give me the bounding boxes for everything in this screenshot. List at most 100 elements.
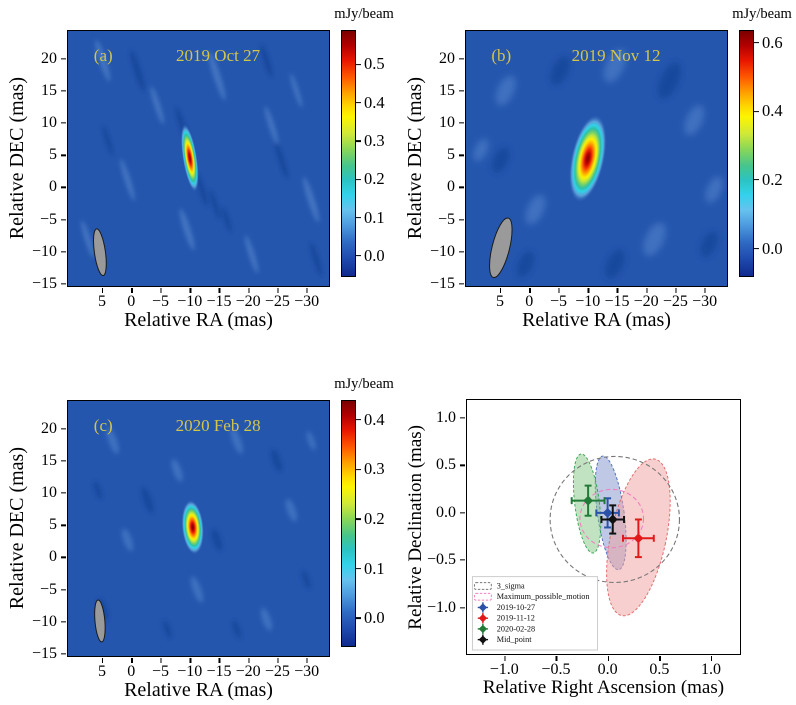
map-plot-area: (a) 2019 Oct 27 <box>67 30 330 287</box>
x-tick-label: −30 <box>294 288 319 310</box>
data-point-diamond <box>607 514 618 525</box>
y-tick-label: 15 <box>41 82 57 100</box>
x-axis-ticks: 5 0 −5 −10 −15 −20 −25 −30 <box>67 288 330 310</box>
map-plot-area: (b) 2019 Nov 12 <box>465 30 728 287</box>
beam-ellipse <box>93 228 107 277</box>
legend-marker-diamond <box>478 624 488 634</box>
colorbar <box>341 400 356 647</box>
colorbar-tick-label: 0.4 <box>364 92 385 112</box>
radio-map <box>466 31 727 286</box>
colorbar-tick-label: 0.1 <box>364 207 385 227</box>
beam-ellipse <box>489 217 513 279</box>
x-tick-label: −15 <box>604 288 629 310</box>
y-tick-label: 5 <box>447 146 455 164</box>
colorbar-tick-label: 0.2 <box>762 169 783 189</box>
panel-c-map: Relative DEC (mas) 20 15 10 5 0 −5 −10 −15 <box>0 370 398 705</box>
x-tick-label: −25 <box>265 658 290 680</box>
panel-letter: (b) <box>491 46 512 66</box>
y-tick-label: 15 <box>41 452 57 470</box>
colorbar-tick-label: 0.3 <box>364 130 385 150</box>
colorbar-unit-label: mJy/beam <box>732 6 792 22</box>
y-tick-label: 20 <box>439 49 455 67</box>
x-tick-label: 0.0 <box>598 656 618 678</box>
scatter-plot-area: 3_sigma Maximum_possible_motion 2019-10-27… <box>466 399 741 655</box>
legend-box <box>471 576 599 651</box>
noise-texture <box>473 49 723 279</box>
x-tick-label: −30 <box>294 658 319 680</box>
x-tick-label: −5 <box>152 658 169 680</box>
y-tick-label: 20 <box>41 49 57 67</box>
y-tick-label: −10 <box>31 242 57 260</box>
legend-item-label: 2020-02-28 <box>497 624 535 633</box>
y-tick-label: −10 <box>31 612 57 630</box>
y-tick-label: 0.0 <box>436 503 456 521</box>
x-axis-label: Relative RA (mas) <box>124 309 273 331</box>
x-tick-label: −30 <box>692 288 717 310</box>
y-axis-ticks: 20 15 10 5 0 −5 −10 −15 <box>0 30 67 291</box>
x-tick-label: −10 <box>575 288 600 310</box>
x-tick-label: −1.0 <box>490 656 519 678</box>
y-axis-ticks: 1.0 0.5 0.0 −0.5 −1.0 <box>398 399 466 655</box>
three-sigma-ellipse <box>549 455 680 584</box>
x-tick-label: 0 <box>525 288 533 310</box>
errorbar-point-Mid_point <box>600 504 626 535</box>
x-tick-label: −5 <box>550 288 567 310</box>
colorbar-tick-label: 0.0 <box>762 238 783 258</box>
y-tick-label: 0 <box>49 548 57 566</box>
x-tick-label: −20 <box>634 288 659 310</box>
x-tick-label: −20 <box>236 658 261 680</box>
colorbar-tick-label: 0.6 <box>762 32 783 52</box>
x-tick-label: −25 <box>663 288 688 310</box>
source-ellipse <box>180 123 199 192</box>
colorbar-tick-label: 0.0 <box>364 607 385 627</box>
colorbar-tick-label: 0.4 <box>364 409 385 429</box>
x-tick-label: −15 <box>206 288 231 310</box>
y-tick-label: 20 <box>41 419 57 437</box>
colorbar-tick-label: 0.0 <box>364 245 385 265</box>
panel-letter: (a) <box>93 46 113 66</box>
y-tick-label: −1.0 <box>426 598 456 616</box>
x-tick-label: −15 <box>206 658 231 680</box>
colorbar-tick-label: 0.1 <box>364 558 385 578</box>
radio-map <box>68 401 329 656</box>
legend-item-label: Mid_point <box>497 635 532 644</box>
y-axis-ticks: 20 15 10 5 0 −5 −10 −15 <box>398 30 465 291</box>
x-tick-label: 1.0 <box>701 656 721 678</box>
y-tick-label: −5 <box>39 580 57 598</box>
y-tick-label: 1.0 <box>436 408 456 426</box>
x-axis-ticks: −1.0 −0.5 0.0 0.5 1.0 <box>466 656 741 678</box>
x-tick-label: −20 <box>236 288 261 310</box>
x-tick-label: 5 <box>98 288 106 310</box>
legend-item-label: Maximum_possible_motion <box>497 592 590 601</box>
y-tick-label: 0 <box>49 178 57 196</box>
colorbar-ticks: 0.5 0.4 0.3 0.2 0.1 0.0 <box>356 30 398 277</box>
panel-d-astrometry-plot: Relative Declination (mas) 1.0 0.5 0.0 −0.5… <box>398 370 796 705</box>
y-tick-label: −10 <box>429 242 455 260</box>
source-ellipse <box>181 499 204 555</box>
legend-item-label: 2019-11-12 <box>497 614 535 623</box>
colorbar-tick-label: 0.5 <box>364 54 385 74</box>
x-tick-label: −5 <box>152 288 169 310</box>
legend-marker-diamond <box>478 614 488 623</box>
panel-a-map: Relative DEC (mas) 20 15 10 5 0 −5 −10 −15 <box>0 0 398 335</box>
beam-ellipse <box>94 599 106 643</box>
x-tick-label: 5 <box>496 288 504 310</box>
x-tick-label: 0.5 <box>649 656 669 678</box>
colorbar <box>341 30 356 277</box>
legend-item-label: 3_sigma <box>497 582 525 591</box>
errorbar-point-2019-10-27 <box>595 497 620 529</box>
legend-marker-diamond <box>478 603 488 612</box>
y-tick-label: 0.5 <box>436 456 456 474</box>
y-tick-label: −5 <box>39 210 57 228</box>
panel-b-map: Relative DEC (mas) 20 15 10 5 0 −5 −10 −15 <box>398 0 796 335</box>
x-axis-label: Relative Right Ascension (mas) <box>482 677 725 698</box>
x-tick-label: −10 <box>177 288 202 310</box>
legend-item-label: 2019-10-27 <box>497 603 535 612</box>
x-tick-label: 0 <box>127 658 135 680</box>
observation-date: 2019 Nov 12 <box>571 46 661 66</box>
x-tick-label: 5 <box>98 658 106 680</box>
colorbar-unit-label: mJy/beam <box>334 376 394 392</box>
y-tick-label: −15 <box>31 274 57 292</box>
